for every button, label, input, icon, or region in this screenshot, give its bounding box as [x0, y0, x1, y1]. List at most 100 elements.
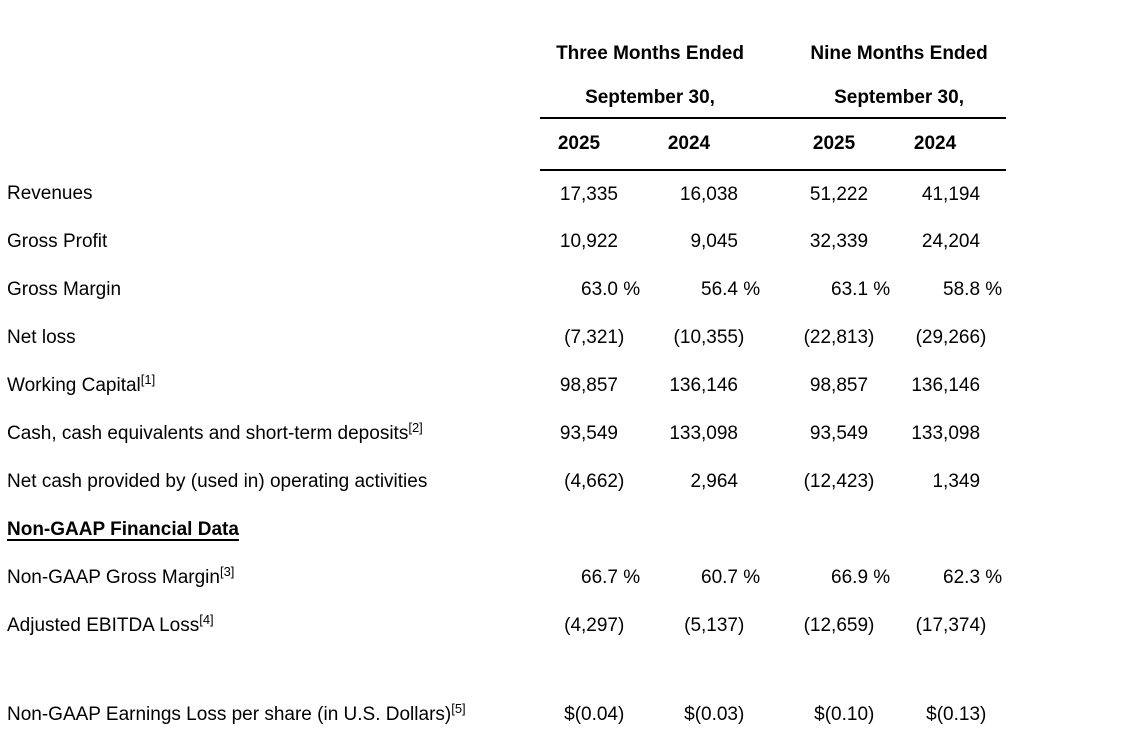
- value-suffix: [618, 218, 640, 266]
- row-label: Gross Margin: [0, 266, 540, 314]
- section-heading-text: Non-GAAP Financial Data: [7, 519, 239, 541]
- value-cell: 51,222: [809, 183, 869, 205]
- row-label-text: Gross Profit: [7, 231, 108, 253]
- value-cell: (12,423: [803, 471, 869, 493]
- value-cell: (22,813: [803, 327, 869, 349]
- row-label: Non-GAAP Earnings Loss per share (in U.S…: [0, 692, 540, 738]
- row-label: Cash, cash equivalents and short-term de…: [0, 410, 540, 458]
- period-title-three-months: Three Months Ended: [556, 43, 744, 65]
- period-subtitle-three-months: September 30,: [540, 78, 761, 119]
- table-row-gross-margin: Gross Margin 63.0 % 56.4 % 63.1 % 58.8 %: [0, 266, 1006, 314]
- table-row-cash-and-deposits: Cash, cash equivalents and short-term de…: [0, 410, 1006, 458]
- value-suffix: %: [980, 567, 1003, 589]
- row-label-text: Non-GAAP Earnings Loss per share (in U.S…: [7, 704, 452, 726]
- value-suffix: [868, 170, 890, 218]
- value-suffix: ): [738, 327, 745, 349]
- value-suffix: [980, 218, 1006, 266]
- value-suffix: ): [868, 615, 875, 637]
- section-heading: Non-GAAP Financial Data: [0, 506, 1006, 554]
- year-header-gap: [738, 118, 761, 171]
- value-cell: 66.9: [831, 567, 869, 589]
- table-row-non-gaap-gross-margin: Non-GAAP Gross Margin[3] 66.7 % 60.7 % 6…: [0, 554, 1006, 602]
- value-cell: 2,964: [690, 471, 738, 493]
- value-cell: (4,297: [564, 615, 618, 637]
- value-cell: (29,266: [915, 327, 981, 349]
- value-suffix: ): [980, 704, 987, 726]
- value-cell: (12,659: [803, 615, 869, 637]
- value-cell: 93,549: [809, 423, 869, 445]
- value-cell: 133,098: [911, 423, 981, 445]
- value-suffix: [738, 458, 760, 506]
- value-suffix: [868, 218, 890, 266]
- value-suffix: [980, 410, 1006, 458]
- value-cell: $(0.13: [926, 704, 981, 726]
- value-suffix: [980, 362, 1006, 410]
- value-suffix: %: [738, 279, 761, 301]
- row-label-text: Non-GAAP Gross Margin: [7, 567, 220, 589]
- row-label: Revenues: [0, 170, 540, 218]
- row-label: Working Capital[1]: [0, 362, 540, 410]
- table-row-section-non-gaap: Non-GAAP Financial Data: [0, 506, 1006, 554]
- value-cell: 16,038: [679, 183, 738, 205]
- value-suffix: ): [738, 704, 745, 726]
- value-cell: 93,549: [559, 423, 618, 445]
- table-row-revenues: Revenues 17,335 16,038 51,222 41,194: [0, 170, 1006, 218]
- year-header-gap: [980, 118, 1007, 171]
- financial-summary-table: Three Months Ended Nine Months Ended Sep…: [0, 43, 1007, 738]
- value-suffix: [868, 362, 890, 410]
- value-cell: 63.1: [831, 279, 869, 301]
- row-label-text: Cash, cash equivalents and short-term de…: [7, 423, 409, 445]
- value-cell: (4,662: [564, 471, 618, 493]
- value-cell: 62.3: [943, 567, 981, 589]
- row-label-text: Adjusted EBITDA Loss: [7, 615, 200, 637]
- footnote-ref: [4]: [199, 612, 214, 628]
- value-suffix: [980, 170, 1006, 218]
- row-label: Net cash provided by (used in) operating…: [0, 458, 540, 506]
- value-cell: 9,045: [690, 231, 738, 253]
- table-row-gross-profit: Gross Profit 10,922 9,045 32,339 24,204: [0, 218, 1006, 266]
- table-row-adjusted-ebitda-loss: Adjusted EBITDA Loss[4] (4,297) (5,137) …: [0, 602, 1006, 650]
- year-header: 2025: [540, 118, 618, 171]
- value-cell: (7,321: [564, 327, 618, 349]
- footnote-ref: [5]: [451, 701, 466, 717]
- value-suffix: ): [980, 327, 987, 349]
- value-cell: 66.7: [581, 567, 618, 589]
- value-suffix: ): [868, 704, 875, 726]
- row-label-text: Revenues: [7, 183, 93, 205]
- row-label: Adjusted EBITDA Loss[4]: [0, 602, 540, 650]
- row-label: Non-GAAP Gross Margin[3]: [0, 554, 540, 602]
- value-suffix: [618, 410, 640, 458]
- value-suffix: [618, 362, 640, 410]
- row-label: Gross Profit: [0, 218, 540, 266]
- value-cell: 17,335: [559, 183, 618, 205]
- period-subtitle-nine-months: September 30,: [760, 78, 1007, 119]
- value-suffix: [618, 170, 640, 218]
- row-label: Net loss: [0, 314, 540, 362]
- row-label-text: Net cash provided by (used in) operating…: [7, 471, 428, 493]
- year-header: 2025: [760, 118, 869, 171]
- value-cell: 63.0: [581, 279, 618, 301]
- value-suffix: [738, 362, 760, 410]
- value-cell: 32,339: [809, 231, 869, 253]
- value-suffix: ): [618, 615, 625, 637]
- value-suffix: %: [738, 567, 761, 589]
- header-row-period-subtitles: September 30, September 30,: [0, 78, 1007, 119]
- value-suffix: [980, 458, 1006, 506]
- table-row-net-loss: Net loss (7,321) (10,355) (22,813) (29,2…: [0, 314, 1006, 362]
- value-cell: 41,194: [921, 183, 981, 205]
- value-cell: 98,857: [559, 375, 618, 397]
- spacer-cell: [0, 650, 1006, 692]
- row-label-text: Working Capital: [7, 375, 141, 397]
- value-cell: 58.8: [943, 279, 981, 301]
- footnote-ref: [3]: [219, 564, 235, 580]
- footnote-ref: [1]: [140, 372, 156, 388]
- row-label-text: Net loss: [7, 327, 76, 349]
- value-suffix: [738, 410, 760, 458]
- period-title-nine-months: Nine Months Ended: [810, 43, 988, 65]
- table-row-non-gaap-eps: Non-GAAP Earnings Loss per share (in U.S…: [0, 692, 1006, 738]
- value-suffix: %: [868, 567, 891, 589]
- value-suffix: ): [980, 615, 987, 637]
- value-suffix: [868, 410, 890, 458]
- value-cell: 10,922: [559, 231, 618, 253]
- value-suffix: %: [868, 279, 891, 301]
